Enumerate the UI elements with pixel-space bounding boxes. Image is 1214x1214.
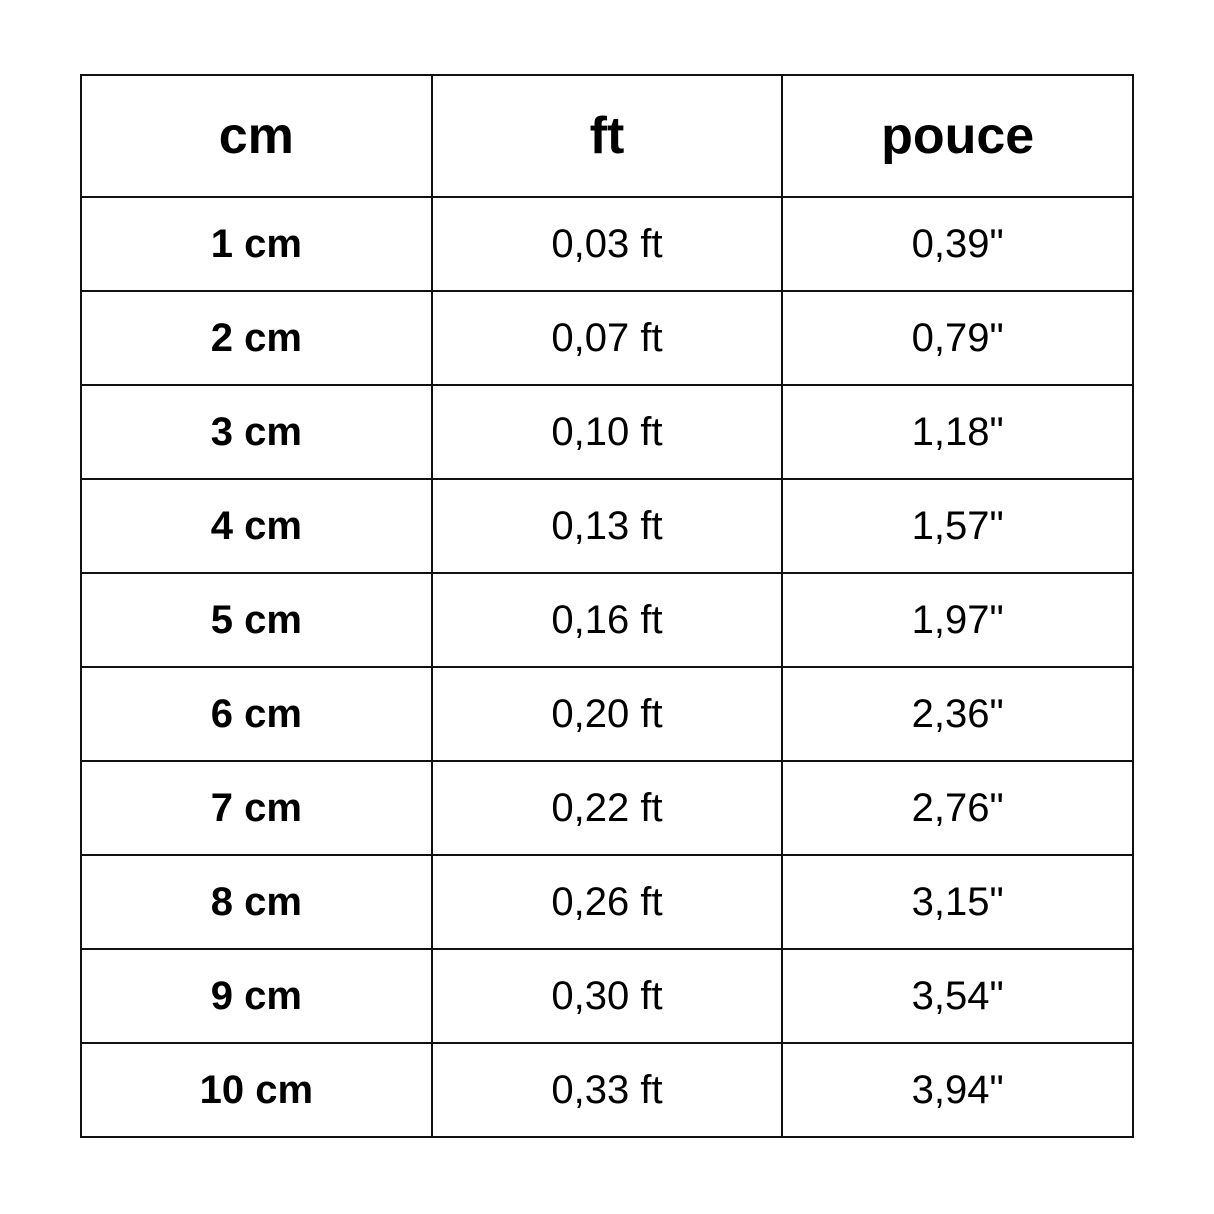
table-cell: 0,33 ft: [430, 1042, 784, 1138]
table-row: 5 cm 0,16 ft 1,97": [80, 572, 1134, 668]
header-cell: ft: [430, 74, 784, 198]
table-cell: 2 cm: [80, 290, 433, 386]
table-cell: 0,16 ft: [430, 572, 784, 668]
table-cell: 0,79": [781, 290, 1134, 386]
table-cell: 3,15": [781, 854, 1134, 950]
table-row: 1 cm 0,03 ft 0,39": [80, 196, 1134, 292]
table-cell: 0,39": [781, 196, 1134, 292]
table-cell: 0,03 ft: [430, 196, 784, 292]
table-cell: 6 cm: [80, 666, 433, 762]
table-cell: 5 cm: [80, 572, 433, 668]
table-cell: 7 cm: [80, 760, 433, 856]
table-body: 1 cm 0,03 ft 0,39" 2 cm 0,07 ft 0,79" 3 cm 0,10…: [80, 196, 1134, 1138]
table-header: cm ft pouce: [80, 74, 1134, 198]
table-row: 3 cm 0,10 ft 1,18": [80, 384, 1134, 480]
table-cell: 0,22 ft: [430, 760, 784, 856]
header-cell: cm: [80, 74, 433, 198]
table-cell: 1,97": [781, 572, 1134, 668]
table-cell: 9 cm: [80, 948, 433, 1044]
table-cell: 10 cm: [80, 1042, 433, 1138]
table-cell: 0,13 ft: [430, 478, 784, 574]
table-cell: 2,36": [781, 666, 1134, 762]
table-cell: 0,10 ft: [430, 384, 784, 480]
table-cell: 1,57": [781, 478, 1134, 574]
header-row: cm ft pouce: [80, 74, 1134, 198]
table-row: 7 cm 0,22 ft 2,76": [80, 760, 1134, 856]
table-cell: 3 cm: [80, 384, 433, 480]
table-row: 10 cm 0,33 ft 3,94": [80, 1042, 1134, 1138]
header-cell: pouce: [781, 74, 1134, 198]
table-cell: 1 cm: [80, 196, 433, 292]
table-cell: 0,20 ft: [430, 666, 784, 762]
table-cell: 2,76": [781, 760, 1134, 856]
table-cell: 3,94": [781, 1042, 1134, 1138]
table-cell: 1,18": [781, 384, 1134, 480]
table-row: 2 cm 0,07 ft 0,79": [80, 290, 1134, 386]
table-cell: 0,07 ft: [430, 290, 784, 386]
table-row: 9 cm 0,30 ft 3,54": [80, 948, 1134, 1044]
table-row: 4 cm 0,13 ft 1,57": [80, 478, 1134, 574]
table-cell: 4 cm: [80, 478, 433, 574]
table-row: 6 cm 0,20 ft 2,36": [80, 666, 1134, 762]
table-cell: 0,26 ft: [430, 854, 784, 950]
table-cell: 3,54": [781, 948, 1134, 1044]
table-cell: 8 cm: [80, 854, 433, 950]
table-cell: 0,30 ft: [430, 948, 784, 1044]
conversion-table: cm ft pouce 1 cm 0,03 ft 0,39" 2 cm 0,07 ft 0,7…: [80, 74, 1134, 1138]
table-row: 8 cm 0,26 ft 3,15": [80, 854, 1134, 950]
